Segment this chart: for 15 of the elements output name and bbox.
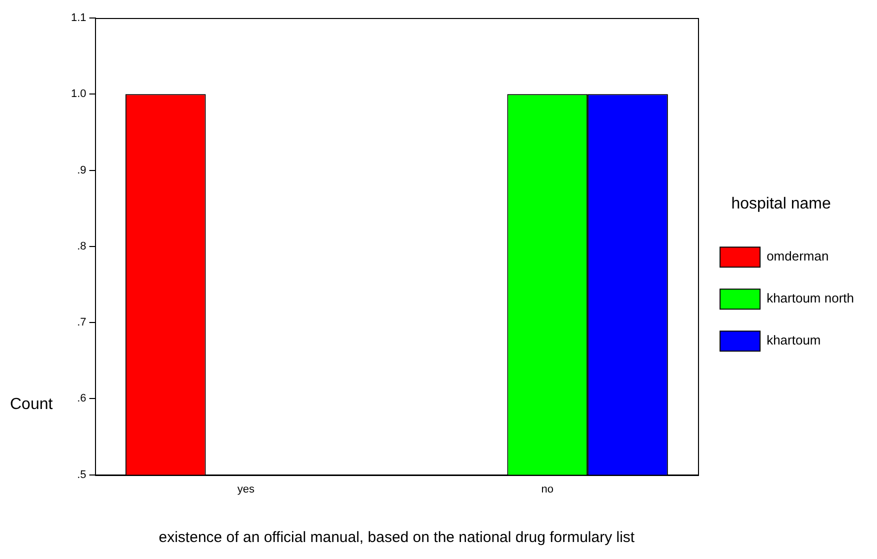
legend-label: omderman: [766, 248, 829, 264]
x-axis-title: existence of an official manual, based on the national drug formulary list: [158, 529, 636, 546]
y-tick-label: .8: [77, 240, 86, 252]
y-tick-label: .7: [77, 316, 86, 329]
legend-label: khartoum north: [766, 290, 854, 306]
x-tick-label: no: [541, 483, 554, 496]
y-tick-label: .9: [77, 164, 86, 176]
y-tick-label: 1.0: [70, 88, 86, 100]
legend-title: hospital name: [731, 195, 831, 212]
y-axis-title: Count: [10, 396, 53, 414]
y-tick-label: .6: [77, 392, 86, 405]
y-tick-label: 1.1: [70, 12, 86, 24]
legend-label: khartoum: [766, 332, 821, 348]
x-tick-label: yes: [237, 483, 256, 496]
y-tick-label: .5: [77, 468, 86, 481]
